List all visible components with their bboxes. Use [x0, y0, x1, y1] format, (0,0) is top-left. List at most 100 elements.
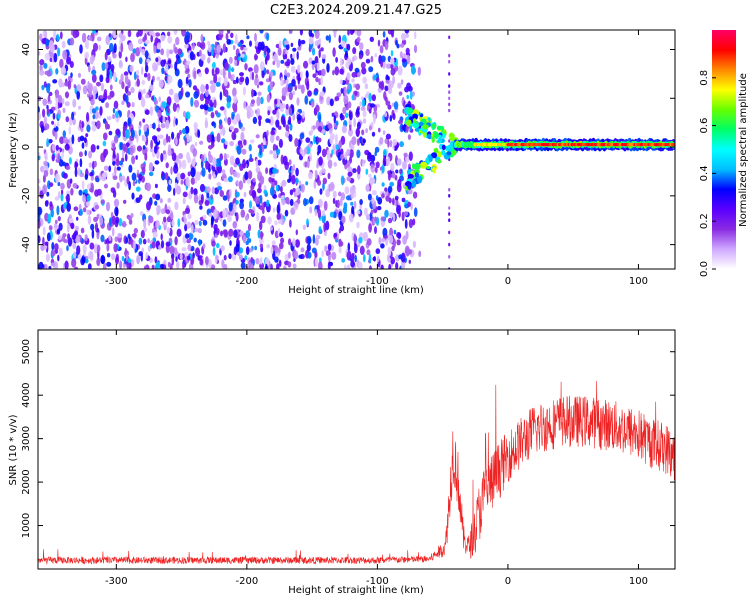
spectrogram-cell [412, 218, 416, 226]
spectrogram-cell [93, 160, 97, 168]
spectrogram-cell [397, 179, 402, 187]
spectrogram-cell [175, 256, 178, 263]
spectrogram-cell [50, 208, 54, 218]
spectrogram-cell [237, 56, 241, 62]
spectrogram-cell [351, 252, 355, 263]
spectrogram-cell [177, 78, 183, 89]
spectrogram-cell [185, 68, 190, 73]
spectrogram-cell [48, 139, 53, 144]
spectrogram-cell [340, 87, 344, 94]
spectrogram-cell [257, 229, 261, 239]
spectrogram-cell [367, 152, 372, 162]
spectrogram-cell [277, 47, 282, 56]
spectrogram-cell [223, 178, 229, 183]
spectrogram-cell [392, 75, 395, 85]
spectrogram-cell [281, 87, 287, 97]
spectrogram-cell [351, 71, 357, 78]
colorbar: 0.0 0.2 0.4 0.6 0.8 Normalized spectral ampl… [699, 30, 749, 277]
spectrogram-cell [283, 265, 287, 269]
spectrogram-cell [131, 101, 135, 108]
spectrogram-cell [155, 57, 159, 62]
spectrogram-cell [88, 162, 93, 168]
spectrogram-cell [406, 107, 414, 115]
spectrogram-cell [255, 258, 260, 265]
spectrogram-cell [406, 94, 410, 100]
spectrogram-cell [60, 193, 64, 202]
spectrogram-cell [231, 114, 235, 120]
spectrogram-cell [426, 165, 431, 170]
spectrogram-cell [50, 106, 56, 111]
spectrogram-cell [353, 243, 358, 254]
spectrogram-cell [106, 67, 110, 77]
spectrogram-cell [176, 172, 182, 181]
spectrogram-cell [153, 145, 158, 154]
spectrogram-cell [112, 107, 116, 114]
spectrogram-cell [38, 96, 42, 102]
spectrogram-cell [124, 129, 130, 139]
spectrogram-cell [437, 137, 443, 144]
spectrogram-cell [176, 155, 180, 161]
spectrogram-cell [38, 206, 43, 216]
spectrogram-cell [118, 218, 123, 227]
spectrogram-cell [363, 207, 368, 216]
spectrogram-cell [304, 147, 308, 155]
spectrogram-cell [312, 234, 316, 244]
spectrogram-cell [299, 71, 303, 79]
spectrogram-cell [45, 253, 50, 262]
spectrogram-cell [142, 88, 146, 95]
spectrogram-cell [173, 187, 176, 196]
spectrogram-cell [207, 43, 212, 53]
spectrogram-cell [47, 213, 52, 223]
spectrogram-cell [321, 148, 327, 158]
spectrogram-cell [156, 42, 162, 50]
spectrogram-cell [264, 45, 267, 56]
spectrogram-cell [179, 160, 182, 170]
spectrogram-cell [155, 261, 161, 269]
spectrogram-cell [444, 145, 451, 150]
spectrogram-cell [56, 121, 60, 127]
spectrogram-cell [280, 185, 283, 193]
spectrogram-cell [317, 208, 322, 219]
spectrogram-cell [244, 215, 249, 221]
spectrogram-cell [408, 218, 413, 229]
spectrogram-cell [286, 78, 289, 85]
spectrogram-cell [404, 245, 410, 256]
spectrogram-cell [413, 44, 418, 54]
spectrogram-cell [62, 107, 66, 114]
spectrogram-cell [113, 100, 119, 110]
spectrogram-cell [355, 127, 360, 136]
spectrogram-cell [387, 140, 390, 148]
spectrogram-cell [177, 218, 181, 228]
spectrogram-cell [316, 204, 320, 211]
spectrogram-cell [266, 244, 271, 249]
spectrogram-cell [235, 191, 240, 198]
spectrogram-cell [398, 91, 403, 96]
spectrogram-cell [198, 239, 202, 247]
spectrogram-cell [300, 183, 305, 193]
spectrogram-cell [229, 125, 235, 131]
spectrogram-cell [275, 135, 280, 141]
spectrogram-cell [96, 120, 101, 130]
spectrogram-cell [243, 100, 247, 109]
spectrogram-cell [400, 79, 404, 85]
spectrogram-cell [402, 235, 407, 245]
spectrogram-cell [181, 30, 187, 37]
snr-ytick-label: 3000 [21, 426, 32, 451]
spectrogram-cell [90, 223, 95, 231]
spectrogram-cell [255, 159, 259, 168]
spectrogram-cell [138, 91, 142, 101]
spectrogram-cell [123, 199, 127, 204]
spectrogram-cell [257, 115, 262, 121]
spectrogram-cell [279, 102, 283, 112]
spectrogram-cell [347, 43, 351, 51]
spectrogram-cell [109, 42, 114, 53]
spectrogram-cell [266, 130, 269, 137]
spectrogram-cell [448, 102, 451, 107]
spectrogram-cell [43, 160, 48, 166]
spectrogram-cell [339, 57, 343, 67]
spectrogram-ylabel: Frequency (Hz) [8, 112, 19, 188]
spectrogram-cell [365, 48, 370, 57]
spectrogram-cell [135, 47, 141, 57]
spectrogram-cell [259, 146, 262, 156]
spectrogram-cell [240, 45, 244, 51]
